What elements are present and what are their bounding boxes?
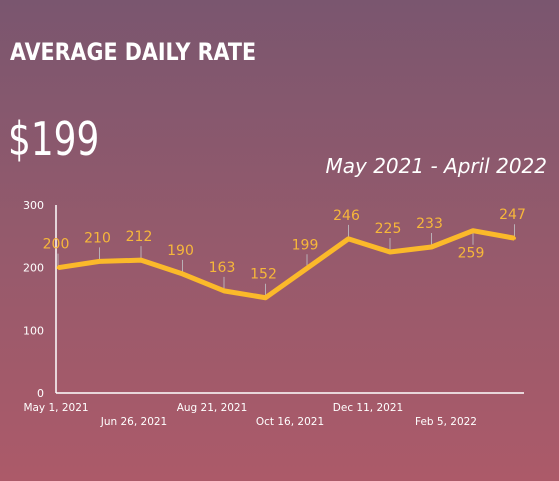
data-label: 152 [250,267,277,283]
chart-axes: 0 100 200 300 May 1, 2021 Jun 26, 2021 Aug 21,… [23,199,524,428]
x-tick-label: Oct 16, 2021 [256,416,324,428]
data-label: 190 [167,243,194,259]
data-point [388,250,392,254]
data-label: 199 [292,237,319,253]
data-label: 212 [126,229,153,245]
data-point [181,272,184,276]
series-line [57,228,515,301]
date-range: May 2021 - April 2022 [325,154,547,178]
data-point [264,296,267,300]
data-label: 210 [84,230,111,246]
y-tick-label: 300 [23,199,44,212]
series-layer [56,228,516,301]
data-label: 163 [209,260,236,276]
data-label: 233 [416,216,443,232]
data-point [347,237,350,241]
headline-value: $199 [8,112,100,166]
y-tick-label: 100 [23,324,44,337]
data-label: 259 [458,246,485,262]
y-tick-label: 200 [23,262,44,275]
chart-title: AVERAGE DAILY RATE [10,38,257,66]
data-point [430,245,433,249]
data-point [471,229,475,233]
data-point [139,258,143,262]
data-labels: 200 210 212 190 163 152 199 246 225 233 259 247 [43,207,526,283]
data-point [56,266,60,270]
x-tick-label: May 1, 2021 [23,402,88,414]
data-point [222,289,226,293]
data-point [305,266,309,270]
data-label: 200 [43,237,70,253]
x-tick-label: Dec 11, 2021 [333,402,403,414]
data-point [513,236,516,240]
x-tick-label: Aug 21, 2021 [177,402,248,414]
y-tick-label: 0 [37,387,44,400]
data-label: 246 [333,208,360,224]
data-point [98,259,101,263]
x-tick-label: Feb 5, 2022 [415,416,477,428]
data-label: 247 [499,207,526,223]
x-tick-label: Jun 26, 2021 [100,416,168,428]
data-label: 225 [375,221,402,237]
